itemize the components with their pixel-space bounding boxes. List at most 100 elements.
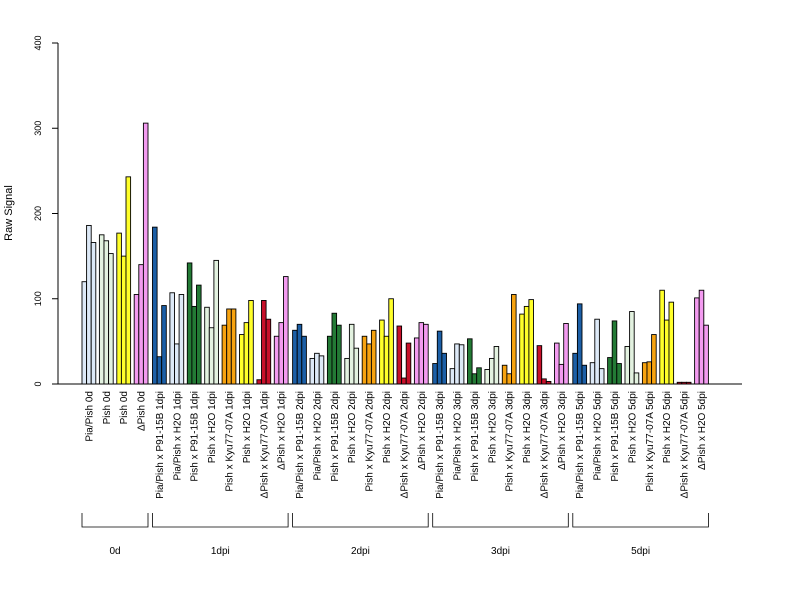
bar xyxy=(388,298,394,385)
bar xyxy=(519,313,525,385)
bar xyxy=(243,322,250,385)
bar xyxy=(196,284,202,385)
bar xyxy=(161,305,167,385)
group-brackets: 0d 1dpi 2dpi 3dpi 5dpi xyxy=(81,513,709,557)
group-label: 3dpi xyxy=(491,546,510,557)
y-ticks: 0 100 200 300 400 xyxy=(33,35,58,387)
bar xyxy=(629,311,635,385)
x-tick-label: Pish 0d xyxy=(119,391,130,424)
group-bracket xyxy=(152,513,289,528)
bar xyxy=(506,373,512,385)
bar xyxy=(633,372,640,385)
bar xyxy=(230,308,237,385)
bar xyxy=(523,305,530,385)
bar xyxy=(208,327,215,385)
bar xyxy=(178,294,185,385)
bar xyxy=(108,253,114,385)
bar xyxy=(116,232,122,385)
bar xyxy=(226,308,232,385)
bar xyxy=(314,352,320,385)
bar xyxy=(558,363,565,385)
x-tick-label: ΔPish x H2O 3dpi xyxy=(557,391,568,470)
x-tick-label: Pish x H2O 1dpi xyxy=(207,391,218,463)
bar xyxy=(668,301,675,385)
bar xyxy=(125,176,132,385)
bar xyxy=(471,373,478,385)
bar xyxy=(607,357,613,385)
bar xyxy=(676,381,683,385)
group-bracket xyxy=(81,513,149,528)
bar xyxy=(133,294,140,385)
group-label: 5dpi xyxy=(631,546,650,557)
bar xyxy=(156,356,163,385)
bar xyxy=(273,335,280,385)
group-label: 1dpi xyxy=(211,546,230,557)
x-tick-label: Pia/Pish x P91-15B 3dpi xyxy=(435,391,446,499)
x-tick-label: Pish x H2O 2dpi xyxy=(347,391,358,463)
bar xyxy=(120,255,127,385)
x-tick-label: ΔPish x Kyu77-07A 5dpi xyxy=(680,391,691,498)
x-tick-label: Pia/Pish x P91-15B 1dpi xyxy=(155,391,166,499)
group-bracket xyxy=(432,513,569,528)
x-tick-labels: Pia/Pish 0d Pish 0d Pish 0d ΔPish 0d Pia/Pis… xyxy=(84,391,708,499)
bar xyxy=(467,338,473,385)
x-tick-label: Pia/Pish 0d xyxy=(84,391,95,442)
x-tick-label: ΔPish x H2O 1dpi xyxy=(277,391,288,470)
bar xyxy=(646,361,653,385)
bar xyxy=(309,357,316,385)
bar xyxy=(545,380,552,385)
bar xyxy=(611,320,618,385)
bar xyxy=(641,362,648,385)
x-tick-label: Pish x P91-15B 1dpi xyxy=(190,391,201,482)
bar xyxy=(292,329,298,385)
bar xyxy=(261,300,267,385)
group-bracket xyxy=(572,513,709,528)
bar xyxy=(366,343,372,385)
bar xyxy=(204,306,210,385)
x-tick-label: Pish x H2O 2dpi xyxy=(382,391,393,463)
x-tick-label: Pish x Kyu77-07A 1dpi xyxy=(225,391,236,492)
bar xyxy=(449,368,456,385)
bar xyxy=(624,346,631,385)
bar xyxy=(278,322,284,385)
bar xyxy=(703,324,709,385)
bar xyxy=(659,289,665,385)
bar xyxy=(213,259,219,385)
bar xyxy=(436,330,443,385)
bar xyxy=(493,346,500,385)
bar xyxy=(90,242,97,385)
bar xyxy=(476,367,482,385)
bar xyxy=(413,337,420,385)
bar xyxy=(401,377,407,385)
x-tick-label: Pish x H2O 3dpi xyxy=(487,391,498,463)
x-tick-label: Pia/Pish x H2O 2dpi xyxy=(312,391,323,481)
bar xyxy=(536,345,543,385)
x-tick-label: Pish x H2O 1dpi xyxy=(242,391,253,463)
y-tick-label: 200 xyxy=(33,206,43,221)
x-tick-label: ΔPish 0d xyxy=(137,391,148,431)
bar xyxy=(336,324,342,385)
bar xyxy=(256,379,262,385)
x-tick-label: ΔPish x H2O 5dpi xyxy=(697,391,708,470)
bar xyxy=(541,378,547,385)
bar xyxy=(239,334,245,385)
bar xyxy=(554,342,560,385)
x-tick-label: Pia/Pish x H2O 1dpi xyxy=(172,391,183,481)
bar xyxy=(331,312,338,385)
bar xyxy=(418,322,425,385)
bar xyxy=(98,234,105,385)
bar xyxy=(563,323,569,385)
bar xyxy=(698,289,705,385)
bar xyxy=(598,368,605,385)
bar xyxy=(694,297,700,385)
x-tick-label: Pish x Kyu77-07A 5dpi xyxy=(645,391,656,492)
group-label: 0d xyxy=(109,546,120,557)
bar xyxy=(191,305,197,385)
x-tick-label: Pish x Kyu77-07A 3dpi xyxy=(505,391,516,492)
bar xyxy=(663,319,670,385)
bar xyxy=(326,335,333,385)
bar xyxy=(576,303,583,385)
bar xyxy=(501,364,508,385)
bar xyxy=(248,300,254,385)
x-tick-label: ΔPish x Kyu77-07A 3dpi xyxy=(540,391,551,498)
